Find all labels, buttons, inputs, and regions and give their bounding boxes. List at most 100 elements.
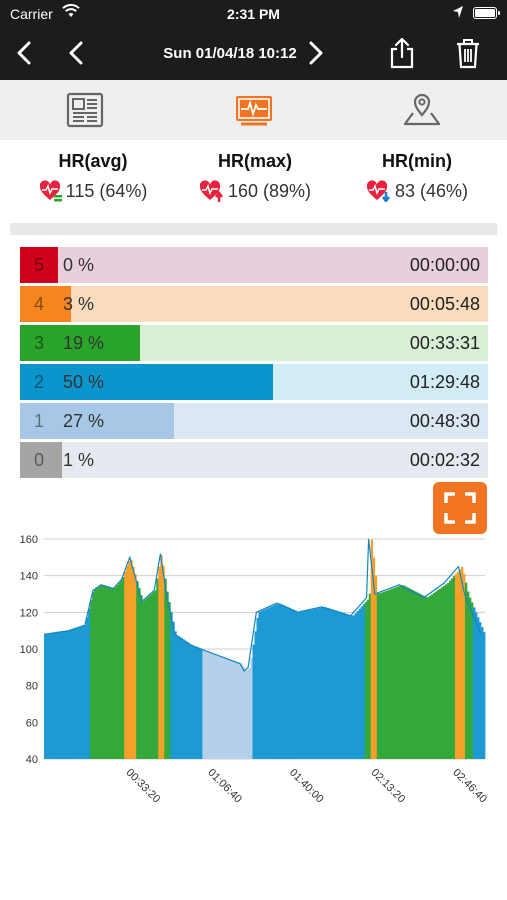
hr-area-segment <box>110 587 113 759</box>
hr-area-segment <box>476 617 480 759</box>
hr-area-segment <box>212 653 215 759</box>
hr-area-segment <box>282 605 285 759</box>
activity-date-title: Sun 01/04/18 10:12 <box>163 45 297 62</box>
hr-area-segment <box>312 609 316 759</box>
hr-area-segment <box>242 666 245 759</box>
hr-area-segment <box>442 585 446 759</box>
hr-area-segment <box>348 614 352 759</box>
hr-area-segment <box>286 607 289 759</box>
hr-area-segment <box>438 588 442 759</box>
heart-min-icon <box>366 180 392 202</box>
hr-area-segment <box>50 633 53 759</box>
hr-area-segment <box>164 578 167 759</box>
hr-area-segment <box>306 610 309 759</box>
hr-area-segment <box>102 585 105 759</box>
hr-area-segment <box>430 594 434 759</box>
y-tick-label: 60 <box>26 717 38 729</box>
heart-avg-icon <box>39 180 63 202</box>
hr-area-segment <box>66 630 69 759</box>
hr-max: HR(max) 160 (89%) <box>170 146 340 206</box>
trash-icon <box>457 39 479 69</box>
hr-area-segment <box>182 639 185 759</box>
hr-area-segment <box>458 569 462 759</box>
hr-area-segment <box>248 667 251 759</box>
hr-area-segment <box>60 631 63 759</box>
zone-row-1: 1 27 % 00:48:30 <box>20 403 488 439</box>
hr-area-segment <box>382 591 386 759</box>
hr-area-segment <box>82 625 85 759</box>
hr-area-segment <box>352 615 356 759</box>
hr-area-segment <box>160 554 163 759</box>
heart-rate-plot: 40 60 80 100 120 140 160 00:33:20 01:06:40 01:40:… <box>20 534 489 805</box>
zone-number: 1 <box>20 403 58 439</box>
hr-area-segment <box>230 659 233 759</box>
next-activity-button[interactable] <box>300 36 332 70</box>
zone-duration: 00:33:31 <box>409 333 480 353</box>
hr-area-segment <box>434 591 438 759</box>
zone-fill <box>58 364 273 400</box>
hr-area-segment <box>238 662 241 759</box>
hr-area-segment <box>232 660 235 759</box>
hr-area-segment <box>358 608 362 759</box>
hr-area-segment <box>250 658 253 759</box>
zone-fill <box>58 403 175 439</box>
hr-area-segment <box>328 608 332 759</box>
hr-area-segment <box>360 606 364 759</box>
hr-area-segment <box>62 631 65 759</box>
top-bar: Carrier 2:31 PM Sun 01/04/18 10:12 <box>0 0 507 80</box>
hr-area-segment <box>104 585 107 759</box>
delete-button[interactable] <box>452 36 484 70</box>
hr-area-segment <box>142 601 145 759</box>
tab-heart-rate[interactable] <box>224 88 284 132</box>
hr-area-segment <box>436 590 440 759</box>
zone-fill <box>58 286 71 322</box>
y-tick-label: 140 <box>20 571 38 583</box>
hr-area-segment <box>72 629 75 759</box>
hr-area-segment <box>278 603 281 759</box>
hr-area-segment <box>218 655 221 759</box>
view-tabs <box>0 80 507 140</box>
hr-area-segment <box>194 646 197 759</box>
hr-area-segment <box>178 636 181 759</box>
zone-fill <box>58 442 63 478</box>
hr-area-segment <box>168 602 171 759</box>
report-icon <box>66 92 104 128</box>
monitor-heartbeat-icon <box>236 96 272 126</box>
hr-area-segment <box>78 627 81 759</box>
hr-area-segment <box>132 566 135 759</box>
y-tick-label: 160 <box>20 534 38 546</box>
tab-summary[interactable] <box>55 88 115 132</box>
back-button[interactable] <box>8 36 40 70</box>
zone-row-5: 5 0 % 00:00:00 <box>20 247 488 283</box>
hr-area-segment <box>342 613 346 759</box>
hr-area-segment <box>158 566 161 759</box>
hr-area-segment <box>318 607 322 759</box>
previous-activity-button[interactable] <box>60 36 92 70</box>
y-tick-label: 80 <box>26 681 38 693</box>
zone-track <box>58 286 488 322</box>
hr-area-segment <box>170 611 173 759</box>
hr-max-label: HR(max) <box>217 151 292 171</box>
zone-track <box>58 442 488 478</box>
zone-percent: 19 % <box>63 333 105 353</box>
tab-map[interactable] <box>392 88 452 132</box>
hr-area-segment <box>200 648 203 759</box>
hr-area-segment <box>264 609 267 759</box>
hr-area-segment <box>76 627 79 759</box>
hr-area-segment <box>192 645 195 759</box>
fullscreen-button[interactable] <box>433 482 487 534</box>
hr-area-segment <box>258 611 261 759</box>
hr-area-segment <box>294 610 297 759</box>
chevron-left-icon <box>69 41 83 65</box>
hr-area-segment <box>450 578 454 759</box>
hr-area-segment <box>378 593 382 759</box>
hr-area-segment <box>414 591 418 759</box>
hr-area-segment <box>446 582 450 759</box>
share-button[interactable] <box>386 36 418 70</box>
zone-duration: 00:00:00 <box>409 255 480 275</box>
hr-area-segment <box>396 586 400 759</box>
hr-area-segment <box>54 632 57 759</box>
zone-row-2: 2 50 % 01:29:48 <box>20 364 488 400</box>
hr-area-segment <box>418 593 422 759</box>
heart-max-icon <box>199 180 225 202</box>
